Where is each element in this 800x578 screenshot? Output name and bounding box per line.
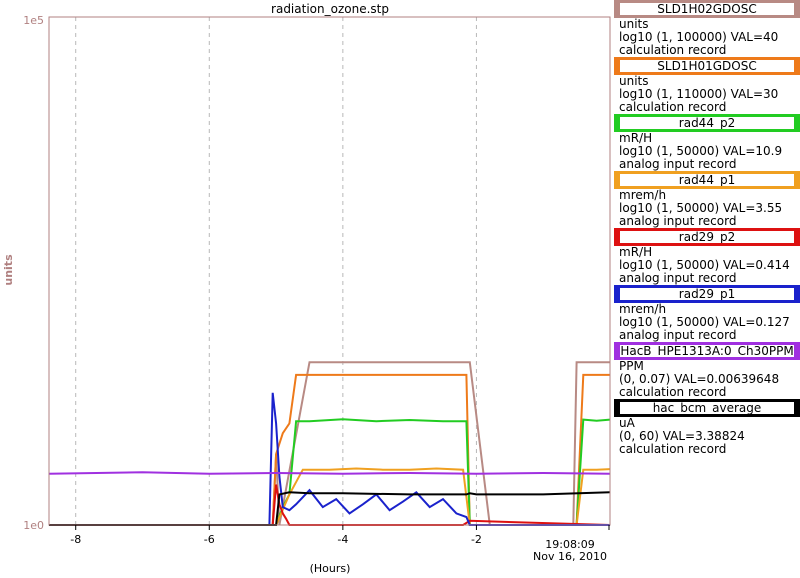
legend: SLD1H02GDOSC units log10 (1, 100000) VAL=4… bbox=[614, 0, 800, 456]
legend-entry-rad29-p1[interactable]: rad29_p1 mrem/h log10 (1, 50000) VAL=0.127… bbox=[614, 285, 800, 342]
series-line-rad29-p2 bbox=[49, 484, 611, 526]
grid-lines bbox=[75, 17, 477, 525]
x-axis: -8 -6 -4 -2 bbox=[70, 525, 610, 546]
x-tick-label: -6 bbox=[204, 533, 215, 546]
series-line-hac-bcm-average bbox=[49, 491, 611, 526]
end-date-label: Nov 16, 2010 bbox=[533, 550, 607, 563]
x-tick-label: -2 bbox=[471, 533, 482, 546]
legend-range: log10 (1, 110000) VAL=30 bbox=[619, 87, 779, 101]
y-tick-label-bottom: 1e0 bbox=[23, 519, 44, 532]
legend-record-type: analog input record bbox=[619, 157, 737, 171]
legend-range: (0, 0.07) VAL=0.00639648 bbox=[619, 372, 780, 386]
legend-series-name: hac_bcm_average bbox=[614, 399, 800, 417]
series-line-rad44-p1 bbox=[49, 467, 611, 526]
legend-record-type: analog input record bbox=[619, 328, 737, 342]
legend-series-name: rad44_p2 bbox=[614, 114, 800, 132]
plot-frame bbox=[48, 16, 611, 526]
legend-entry-sld1h01gdosc[interactable]: SLD1H01GDOSC units log10 (1, 110000) VAL=3… bbox=[614, 57, 800, 114]
legend-units: uA bbox=[619, 416, 635, 430]
legend-series-name: rad29_p2 bbox=[614, 228, 800, 246]
legend-record-type: calculation record bbox=[619, 43, 727, 57]
legend-range: log10 (1, 50000) VAL=10.9 bbox=[619, 144, 783, 158]
legend-units: mrem/h bbox=[619, 188, 667, 202]
legend-range: (0, 60) VAL=3.38824 bbox=[619, 429, 745, 443]
legend-series-name: rad44_p1 bbox=[614, 171, 800, 189]
legend-units: units bbox=[619, 74, 649, 88]
x-axis-label: (Hours) bbox=[310, 562, 351, 575]
y-tick-label-top: 1e5 bbox=[23, 14, 44, 27]
legend-units: PPM bbox=[619, 359, 644, 373]
chart-title: radiation_ozone.stp bbox=[271, 2, 389, 16]
series-line-hacb-hpe1313a-0-ch30ppm bbox=[48, 471, 611, 475]
legend-entry-hac-bcm-average[interactable]: hac_bcm_average uA (0, 60) VAL=3.38824 calc… bbox=[614, 399, 800, 456]
legend-record-type: calculation record bbox=[619, 442, 727, 456]
legend-units: mR/H bbox=[619, 245, 653, 259]
legend-range: log10 (1, 100000) VAL=40 bbox=[619, 30, 779, 44]
legend-record-type: calculation record bbox=[619, 100, 727, 114]
legend-entry-hacb-hpe1313a-0-ch30ppm[interactable]: HacB_HPE1313A:0_Ch30PPM PPM (0, 0.07) VAL=… bbox=[614, 342, 800, 399]
legend-units: mrem/h bbox=[619, 302, 667, 316]
series-line-rad29-p1 bbox=[49, 392, 610, 526]
series-layer bbox=[48, 361, 611, 526]
legend-entry-sld1h02gdosc[interactable]: SLD1H02GDOSC units log10 (1, 100000) VAL=4… bbox=[614, 0, 800, 57]
x-tick-label: -8 bbox=[70, 533, 81, 546]
legend-series-name: HacB_HPE1313A:0_Ch30PPM bbox=[614, 342, 800, 360]
legend-units: mR/H bbox=[619, 131, 653, 145]
legend-series-name: SLD1H01GDOSC bbox=[614, 57, 800, 75]
legend-record-type: analog input record bbox=[619, 214, 737, 228]
y-axis-label: units bbox=[2, 254, 15, 286]
legend-range: log10 (1, 50000) VAL=0.414 bbox=[619, 258, 790, 272]
legend-entry-rad29-p2[interactable]: rad29_p2 mR/H log10 (1, 50000) VAL=0.414 an… bbox=[614, 228, 800, 285]
legend-record-type: analog input record bbox=[619, 271, 737, 285]
legend-entry-rad44-p2[interactable]: rad44_p2 mR/H log10 (1, 50000) VAL=10.9 ana… bbox=[614, 114, 800, 171]
series-line-sld1h02gdosc bbox=[49, 361, 610, 526]
end-time-label: 19:08:09 bbox=[545, 538, 594, 551]
legend-entry-rad44-p1[interactable]: rad44_p1 mrem/h log10 (1, 50000) VAL=3.55 a… bbox=[614, 171, 800, 228]
legend-series-name: SLD1H02GDOSC bbox=[614, 0, 800, 18]
legend-units: units bbox=[619, 17, 649, 31]
x-tick-label: -4 bbox=[337, 533, 348, 546]
legend-record-type: calculation record bbox=[619, 385, 727, 399]
legend-range: log10 (1, 50000) VAL=3.55 bbox=[619, 201, 783, 215]
legend-range: log10 (1, 50000) VAL=0.127 bbox=[619, 315, 790, 329]
legend-series-name: rad29_p1 bbox=[614, 285, 800, 303]
